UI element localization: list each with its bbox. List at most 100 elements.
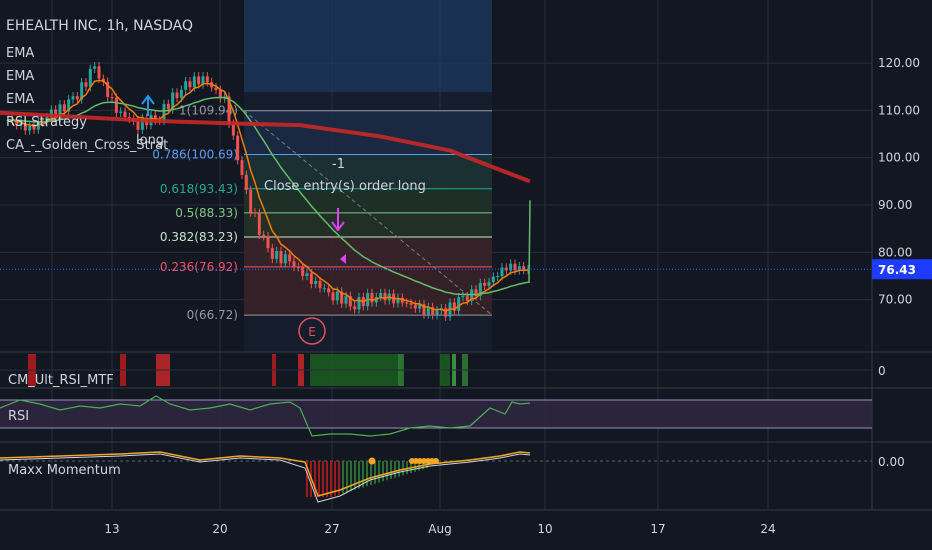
candle-body-9 <box>45 117 49 123</box>
candle-body-52 <box>231 123 235 136</box>
momentum-line-main <box>0 453 531 503</box>
y-tick-3: 90.00 <box>878 198 912 212</box>
candle-body-108 <box>474 289 478 297</box>
candle-body-96 <box>422 304 426 315</box>
candle-body-60 <box>266 236 270 249</box>
candle-body-79 <box>348 296 352 307</box>
momentum-bar-366 <box>366 461 368 487</box>
candle-body-76 <box>335 291 339 301</box>
candle-body-49 <box>218 90 222 99</box>
candle-body-97 <box>426 307 430 315</box>
candle-body-11 <box>54 109 58 118</box>
fib-band-3 <box>244 212 492 238</box>
candle-body-4 <box>23 123 27 131</box>
candle-body-10 <box>49 109 53 118</box>
candle-body-120 <box>526 269 530 271</box>
momentum-bar-342 <box>342 461 344 494</box>
momentum-bar-314 <box>314 461 316 497</box>
candle-body-25 <box>114 97 118 113</box>
candle-body-115 <box>504 267 508 271</box>
candle-body-12 <box>58 104 62 118</box>
candle-body-59 <box>262 234 266 237</box>
candle-body-46 <box>205 76 209 83</box>
candle-body-68 <box>301 267 305 277</box>
candle-body-61 <box>270 248 274 259</box>
rsi-label: RSI <box>8 409 29 424</box>
candle-body-43 <box>192 76 196 88</box>
fib-label-4: 0.382(83.23) <box>160 230 238 244</box>
candle-body-55 <box>244 174 248 190</box>
candle-body-72 <box>318 280 322 289</box>
x-tick-4: 10 <box>537 522 552 536</box>
candle-body-109 <box>478 282 482 297</box>
momentum-bar-410 <box>410 461 412 473</box>
candle-body-38 <box>171 92 175 110</box>
rsi-band <box>0 400 872 428</box>
momentum-bar-330 <box>330 461 332 497</box>
candle-body-92 <box>405 302 409 304</box>
momentum-bar-322 <box>322 461 324 497</box>
candle-body-87 <box>383 293 387 301</box>
momentum-bar-306 <box>306 461 308 497</box>
candle-body-105 <box>461 296 465 298</box>
fib-band-1 <box>244 154 492 189</box>
candle-body-104 <box>457 297 461 311</box>
indicator-label-2: EMA <box>6 92 34 107</box>
candle-body-18 <box>84 82 88 87</box>
momentum-bar-350 <box>350 461 352 491</box>
event-marker-circle[interactable] <box>298 317 326 345</box>
momentum-dot-436 <box>433 458 439 464</box>
candle-body-13 <box>62 104 66 112</box>
momentum-bar-354 <box>354 461 356 490</box>
y-tick-1: 110.00 <box>878 103 920 117</box>
x-tick-1: 20 <box>212 522 227 536</box>
fib-label-0: 1(109.94) <box>179 104 238 118</box>
candle-body-103 <box>452 302 456 311</box>
momentum-bar-402 <box>402 461 404 476</box>
candle-body-66 <box>292 261 296 267</box>
candle-body-44 <box>197 76 201 85</box>
candle-body-26 <box>119 111 123 113</box>
momentum-bar-346 <box>346 461 348 493</box>
momentum-bar-358 <box>358 461 360 489</box>
candle-body-71 <box>314 280 318 284</box>
candle-body-81 <box>357 297 361 310</box>
candle-body-62 <box>275 251 279 259</box>
fib-band-0 <box>244 110 492 155</box>
candle-body-15 <box>71 96 75 100</box>
y-tick-5: 70.00 <box>878 293 912 307</box>
momentum-bar-326 <box>326 461 328 497</box>
indicator-label-4: CA_-_Golden_Cross_Strat <box>6 138 168 153</box>
long-entry-arrow <box>141 94 155 116</box>
candle-body-67 <box>296 266 300 268</box>
candle-body-57 <box>253 212 257 214</box>
momentum-bar-394 <box>394 461 396 478</box>
close-marker <box>340 254 346 264</box>
long-label: long <box>136 133 164 148</box>
momentum-line-signal <box>0 451 531 497</box>
x-tick-0: 13 <box>104 522 119 536</box>
x-tick-5: 17 <box>650 522 665 536</box>
candle-body-53 <box>236 135 240 161</box>
fib-label-1: 0.786(100.69) <box>152 147 238 161</box>
candle-body-117 <box>513 263 517 271</box>
candle-body-41 <box>184 81 188 90</box>
y-tick-0: 120.00 <box>878 56 920 70</box>
candle-body-99 <box>435 310 439 316</box>
last-price-value: 76.43 <box>878 263 916 277</box>
momentum-bar-334 <box>334 461 336 496</box>
momentum-bar-398 <box>398 461 400 477</box>
candle-body-39 <box>175 92 179 98</box>
candle-body-14 <box>67 99 71 112</box>
momentum-dot-0 <box>368 457 376 465</box>
candle-body-65 <box>288 254 292 262</box>
candle-body-94 <box>413 304 417 309</box>
fib-label-2: 0.618(93.43) <box>160 182 238 196</box>
candle-body-78 <box>344 296 348 304</box>
candle-body-114 <box>500 267 504 277</box>
candle-body-54 <box>240 160 244 175</box>
close-entry-label: Close entry(s) order long <box>264 179 426 194</box>
candle-body-69 <box>305 273 309 277</box>
candle-body-37 <box>166 103 170 110</box>
